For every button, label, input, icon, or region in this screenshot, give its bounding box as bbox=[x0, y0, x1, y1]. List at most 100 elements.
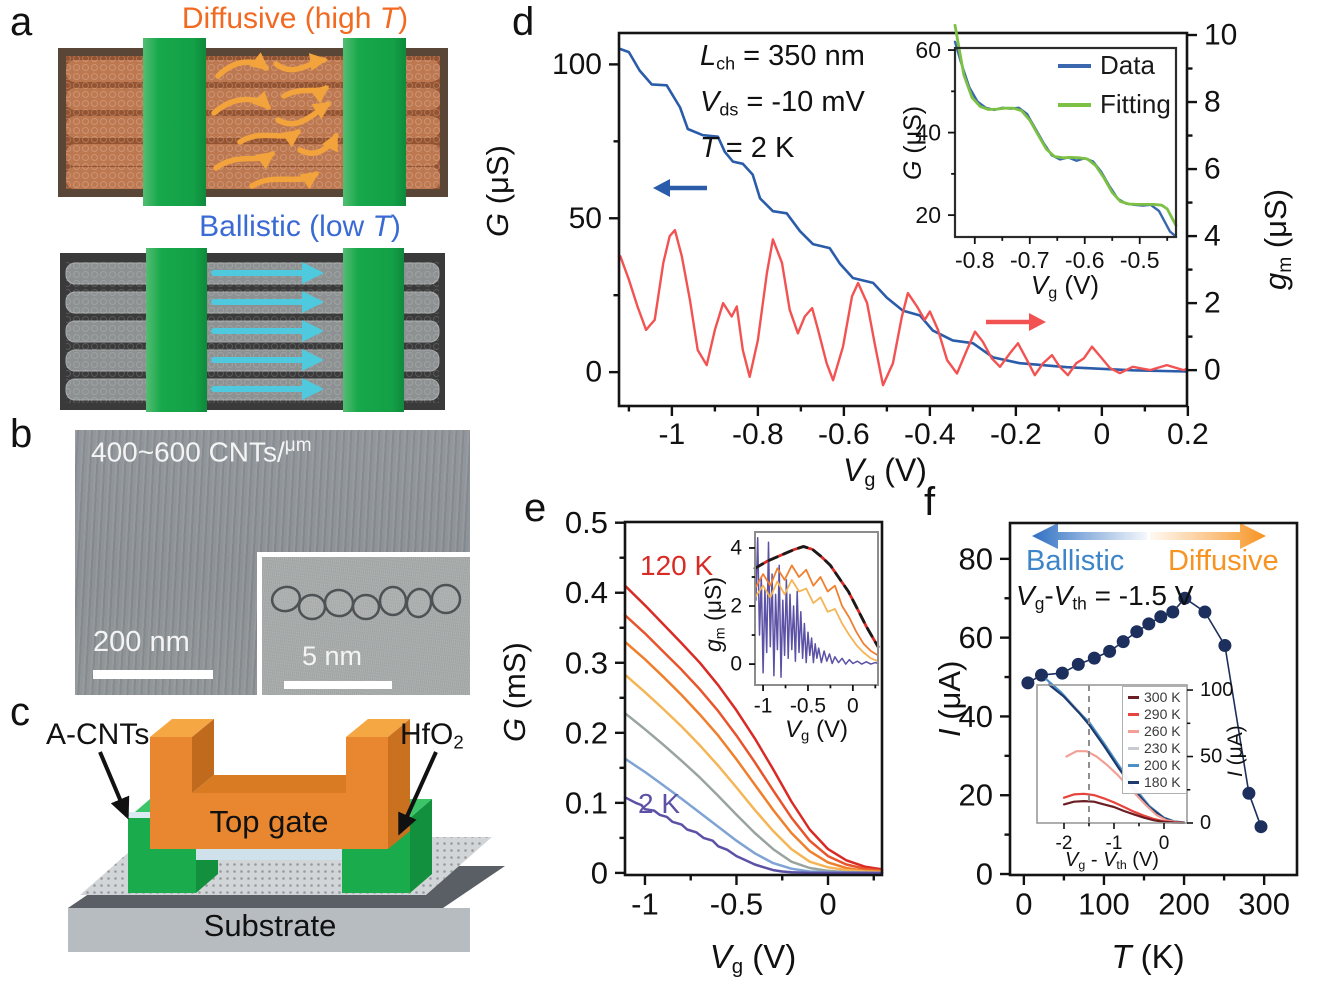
svg-text:-1: -1 bbox=[659, 418, 686, 451]
e-inset-y-axis-title: gm (μS) bbox=[700, 577, 729, 652]
series-300 K bbox=[1062, 799, 1186, 825]
legend-swatch bbox=[1128, 695, 1139, 699]
diffusive-title: Diffusive (high T) bbox=[181, 2, 409, 35]
cnt-density-label: 400~600 CNTs/μm bbox=[91, 435, 312, 468]
diffusive-device-schematic bbox=[58, 38, 448, 206]
legend-label: 180 K bbox=[1144, 774, 1181, 790]
plot-frame bbox=[754, 531, 879, 686]
svg-text:0: 0 bbox=[819, 886, 836, 921]
svg-text:4: 4 bbox=[1204, 220, 1221, 253]
svg-text:0: 0 bbox=[976, 857, 993, 892]
d-inset-y-axis-title: G (μS) bbox=[899, 105, 927, 180]
svg-text:-1: -1 bbox=[1106, 833, 1123, 854]
top-gate-shape bbox=[150, 719, 410, 849]
svg-text:50: 50 bbox=[569, 202, 602, 235]
series-e bbox=[623, 640, 884, 873]
svg-text:2: 2 bbox=[1204, 287, 1221, 320]
plot-frame bbox=[617, 31, 1189, 408]
svg-text:0: 0 bbox=[847, 694, 859, 717]
d-annotation-t: T = 2 K bbox=[700, 132, 795, 164]
legend-item: Fitting bbox=[1058, 89, 1171, 120]
svg-text:100: 100 bbox=[552, 48, 602, 81]
svg-text:0.4: 0.4 bbox=[565, 575, 608, 610]
scalebar-5nm bbox=[284, 681, 392, 689]
legend-swatch bbox=[1058, 102, 1091, 107]
svg-text:60: 60 bbox=[915, 37, 941, 63]
electrode-right-top bbox=[343, 38, 406, 206]
series-I vs T bbox=[1027, 597, 1262, 828]
f-inset-x-axis-title: Vg - Vth (V) bbox=[1065, 849, 1159, 873]
electrode-left-top bbox=[143, 38, 206, 206]
svg-text:60: 60 bbox=[959, 620, 993, 655]
data-point bbox=[1218, 639, 1232, 652]
series-g_m bbox=[619, 228, 1188, 387]
legend-item: 260 K bbox=[1128, 723, 1181, 739]
svg-text:100: 100 bbox=[1200, 679, 1233, 701]
ballistic-title: Ballistic (low T) bbox=[199, 210, 401, 243]
legend-item: 300 K bbox=[1128, 689, 1181, 705]
svg-text:-0.6: -0.6 bbox=[818, 418, 870, 451]
f-diffusive-label: Diffusive bbox=[1168, 545, 1279, 577]
legend-label: Fitting bbox=[1100, 89, 1171, 119]
data-point bbox=[1142, 617, 1156, 631]
svg-text:-1: -1 bbox=[754, 694, 773, 717]
ballistic-arrows bbox=[211, 262, 324, 400]
f-ballistic-label: Ballistic bbox=[1026, 545, 1125, 577]
svg-text:0: 0 bbox=[1094, 418, 1111, 451]
panel-label-c: c bbox=[10, 690, 30, 734]
data-point bbox=[1242, 786, 1256, 800]
series-e_inset bbox=[754, 579, 879, 663]
svg-text:0: 0 bbox=[730, 653, 742, 676]
svg-text:0.1: 0.1 bbox=[565, 785, 608, 820]
series-G bbox=[618, 47, 1188, 373]
substrate-front bbox=[68, 908, 470, 952]
svg-text:0.2: 0.2 bbox=[565, 715, 608, 750]
legend-swatch bbox=[1128, 729, 1139, 733]
legend-item: 230 K bbox=[1128, 740, 1181, 756]
data-point bbox=[1166, 605, 1180, 619]
svg-text:4: 4 bbox=[730, 536, 742, 559]
svg-text:-0.2: -0.2 bbox=[990, 418, 1042, 451]
svg-text:0.5: 0.5 bbox=[565, 505, 608, 540]
acnts-label: A-CNTs bbox=[46, 718, 150, 751]
svg-text:40: 40 bbox=[915, 120, 941, 146]
svg-text:0: 0 bbox=[1204, 354, 1221, 387]
legend-label: Data bbox=[1100, 50, 1155, 80]
legend-swatch bbox=[1058, 63, 1091, 68]
d-annotation-vds: Vds = -10 mV bbox=[700, 86, 865, 120]
legend-swatch bbox=[1128, 746, 1139, 750]
series-e_inset bbox=[755, 537, 879, 678]
chart-d_inset: -0.8 -0.7 -0.6 -0.5 20 40 60 bbox=[915, 23, 1178, 273]
svg-text:-0.5: -0.5 bbox=[710, 886, 763, 921]
svg-text:-0.5: -0.5 bbox=[790, 694, 826, 717]
chart-f: 0 100 200 300 0 20 40 60 80 bbox=[959, 521, 1299, 921]
device-3d-schematic bbox=[68, 719, 505, 952]
svg-text:-0.6: -0.6 bbox=[1065, 247, 1105, 273]
ballistic-device-schematic bbox=[60, 248, 445, 412]
svg-text:8: 8 bbox=[1204, 86, 1221, 119]
e-120k-label: 120 K bbox=[640, 550, 714, 581]
plot-frame bbox=[1008, 521, 1299, 877]
series-Fitting bbox=[953, 23, 1178, 227]
svg-text:2: 2 bbox=[730, 595, 742, 618]
legend-item: 180 K bbox=[1128, 774, 1181, 790]
f-inset-y-axis-title: I (μA) bbox=[1224, 725, 1247, 777]
svg-text:50: 50 bbox=[1200, 746, 1222, 768]
svg-text:6: 6 bbox=[1204, 153, 1221, 186]
electrode-left-bottom bbox=[146, 248, 207, 412]
data-point bbox=[1130, 625, 1144, 639]
d-y-axis-title: G (μS) bbox=[480, 145, 515, 237]
chart-d: -1 -0.8 -0.6 -0.4 -0.2 0 0.2 0 50 100 0 2 4 6 8 10 bbox=[552, 19, 1237, 451]
series-2 K bbox=[623, 796, 884, 875]
legend-swatch bbox=[1128, 780, 1139, 784]
svg-text:0: 0 bbox=[1015, 886, 1032, 921]
legend-item: 290 K bbox=[1128, 706, 1181, 722]
d-inset-legend: Data Fitting bbox=[1058, 50, 1171, 128]
legend-label: 290 K bbox=[1144, 706, 1181, 722]
series-e bbox=[623, 757, 884, 875]
data-point bbox=[1071, 657, 1085, 671]
legend-label: 200 K bbox=[1144, 757, 1181, 773]
